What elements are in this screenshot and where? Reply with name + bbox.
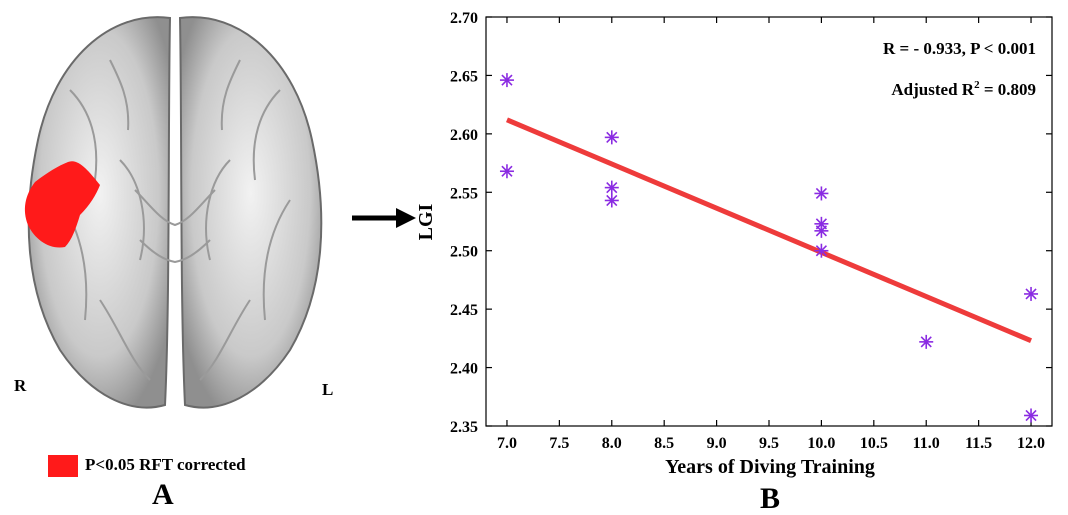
y-tick-label: 2.55 — [450, 185, 478, 202]
legend-label: P<0.05 RFT corrected — [85, 455, 246, 474]
y-tick-label: 2.60 — [450, 127, 478, 144]
x-tick-label: 7.5 — [549, 435, 569, 452]
brain-gyri — [59, 59, 291, 381]
brain-hemispheres — [27, 16, 323, 409]
regression-line — [505, 117, 1033, 343]
data-point — [814, 223, 829, 238]
y-axis-title: LGI — [415, 203, 437, 240]
y-axis: 2.35 2.40 2.45 2.50 2.55 2.60 2.65 2.70 — [450, 10, 1052, 436]
panel-a-label: A — [152, 478, 174, 511]
panel-b-label: B — [760, 482, 780, 515]
y-tick-label: 2.45 — [450, 302, 478, 319]
y-tick-label: 2.65 — [450, 68, 478, 85]
scatter-chart: 2.35 2.40 2.45 2.50 2.55 2.60 2.65 2.70 7.0 7.5 8… — [415, 10, 1053, 515]
x-axis-title: Years of Diving Training — [665, 456, 875, 478]
brain-illustration — [24, 16, 323, 409]
data-point — [814, 243, 829, 258]
data-point — [814, 186, 829, 201]
x-axis: 7.0 7.5 8.0 8.5 9.0 9.5 10.0 10.5 11.0 11.5 12.0 — [497, 17, 1045, 452]
right-hemisphere-label: R — [14, 376, 27, 395]
x-tick-label: 8.5 — [654, 435, 674, 452]
x-tick-label: 11.5 — [965, 435, 992, 452]
data-point — [604, 193, 619, 208]
data-points — [499, 73, 1039, 423]
arrow-icon — [352, 208, 416, 228]
x-tick-label: 11.0 — [913, 435, 940, 452]
significant-region — [24, 161, 100, 248]
x-tick-label: 7.0 — [497, 435, 517, 452]
x-tick-label: 9.0 — [707, 435, 727, 452]
y-tick-label: 2.70 — [450, 10, 478, 27]
legend-swatch — [48, 455, 78, 477]
x-tick-label: 9.5 — [759, 435, 779, 452]
data-point — [1024, 408, 1039, 423]
x-tick-label: 8.0 — [602, 435, 622, 452]
data-point — [604, 180, 619, 195]
panel-a: R L P<0.05 RFT corrected A — [0, 0, 350, 515]
data-point — [499, 73, 514, 88]
left-hemisphere-label: L — [322, 380, 334, 399]
stats-annotation: R = - 0.933, P < 0.001 — [883, 39, 1036, 58]
data-point — [919, 334, 934, 349]
plot-frame — [485, 16, 1053, 427]
x-tick-label: 10.0 — [807, 435, 835, 452]
x-tick-label: 10.5 — [860, 435, 888, 452]
data-point — [1024, 286, 1039, 301]
adjusted-r2-annotation: Adjusted R2 = 0.809 — [891, 79, 1036, 99]
y-tick-label: 2.40 — [450, 361, 478, 378]
y-tick-label: 2.50 — [450, 244, 478, 261]
x-tick-label: 12.0 — [1017, 435, 1045, 452]
y-tick-label: 2.35 — [450, 419, 478, 436]
data-point — [499, 164, 514, 179]
data-point — [604, 130, 619, 145]
